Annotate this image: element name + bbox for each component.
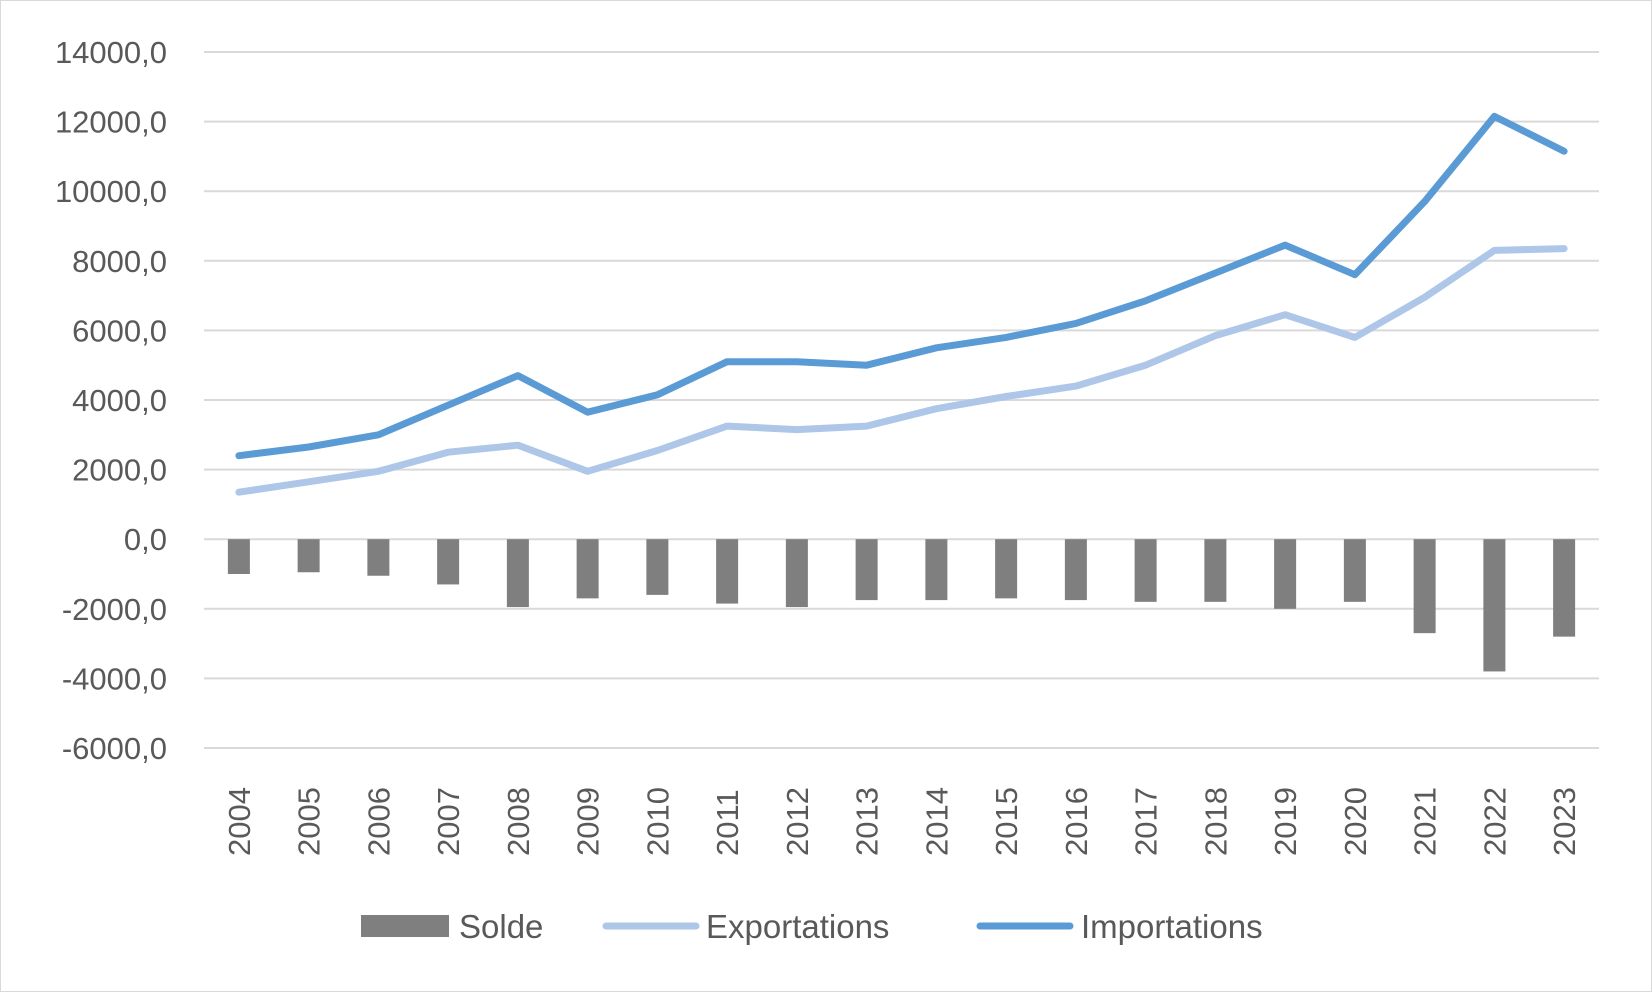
bar-solde-2019: [1274, 539, 1297, 609]
y-tick-label: 0,0: [124, 522, 167, 557]
x-tick-label: 2017: [1129, 787, 1164, 856]
y-tick-label: 8000,0: [72, 244, 167, 279]
x-tick-label: 2021: [1408, 787, 1443, 856]
bar-solde-2010: [646, 539, 669, 595]
x-tick-label: 2010: [640, 787, 675, 856]
y-tick-label: -2000,0: [62, 592, 167, 627]
x-tick-label: 2012: [780, 787, 815, 856]
bar-solde-2021: [1413, 539, 1436, 634]
solde-bars: [227, 539, 1576, 672]
legend-label-solde: Solde: [459, 908, 543, 945]
y-tick-label: -6000,0: [62, 731, 167, 766]
legend-swatch-solde: [361, 915, 449, 937]
y-tick-label: 6000,0: [72, 313, 167, 348]
bar-solde-2015: [995, 539, 1018, 599]
x-tick-label: 2013: [850, 787, 885, 856]
bar-solde-2012: [785, 539, 808, 608]
x-tick-label: 2020: [1338, 787, 1373, 856]
x-tick-label: 2022: [1477, 787, 1512, 856]
bar-solde-2017: [1134, 539, 1157, 602]
x-tick-label: 2018: [1198, 787, 1233, 856]
legend-label-importations: Importations: [1081, 908, 1263, 945]
x-tick-label: 2004: [222, 787, 257, 856]
gridlines: [204, 51, 1599, 749]
x-tick-label: 2014: [919, 787, 954, 856]
bar-solde-2006: [367, 539, 390, 576]
bar-solde-2011: [716, 539, 739, 604]
line-series: [235, 112, 1568, 496]
x-tick-label: 2015: [989, 787, 1024, 856]
x-tick-label: 2008: [501, 787, 536, 856]
x-tick-label: 2016: [1059, 787, 1094, 856]
y-axis-tick-labels: -6000,0 -4000,0 -2000,0 0,0 2000,0 4000,0 6000…: [55, 35, 167, 766]
x-tick-label: 2005: [292, 787, 327, 856]
bar-solde-2007: [437, 539, 460, 585]
line-exportations: [235, 245, 1568, 496]
y-tick-label: -4000,0: [62, 661, 167, 696]
y-tick-label: 2000,0: [72, 453, 167, 488]
legend: Solde Exportations Importations: [361, 908, 1263, 945]
x-tick-label: 2009: [571, 787, 606, 856]
bar-solde-2014: [925, 539, 948, 601]
y-tick-label: 4000,0: [72, 383, 167, 418]
line-importations: [235, 112, 1568, 460]
bar-solde-2022: [1483, 539, 1506, 672]
x-axis-tick-labels: 2004 2005 2006 2007 2008 2009 2010 2011 2012 2013…: [222, 787, 1582, 856]
y-tick-label: 12000,0: [55, 105, 167, 140]
bar-solde-2004: [227, 539, 250, 574]
bar-solde-2008: [506, 539, 529, 608]
bar-solde-2020: [1343, 539, 1366, 602]
bar-solde-2023: [1553, 539, 1576, 637]
bar-solde-2018: [1204, 539, 1227, 602]
x-tick-label: 2006: [361, 787, 396, 856]
y-tick-label: 14000,0: [55, 35, 167, 70]
bar-solde-2005: [297, 539, 320, 573]
bar-solde-2016: [1064, 539, 1087, 601]
x-tick-label: 2011: [710, 789, 745, 856]
y-tick-label: 10000,0: [55, 174, 167, 209]
x-tick-label: 2019: [1268, 787, 1303, 856]
x-tick-label: 2007: [431, 787, 466, 856]
x-tick-label: 2023: [1547, 787, 1582, 856]
bar-solde-2009: [576, 539, 599, 599]
legend-label-exportations: Exportations: [706, 908, 889, 945]
bar-solde-2013: [855, 539, 878, 601]
